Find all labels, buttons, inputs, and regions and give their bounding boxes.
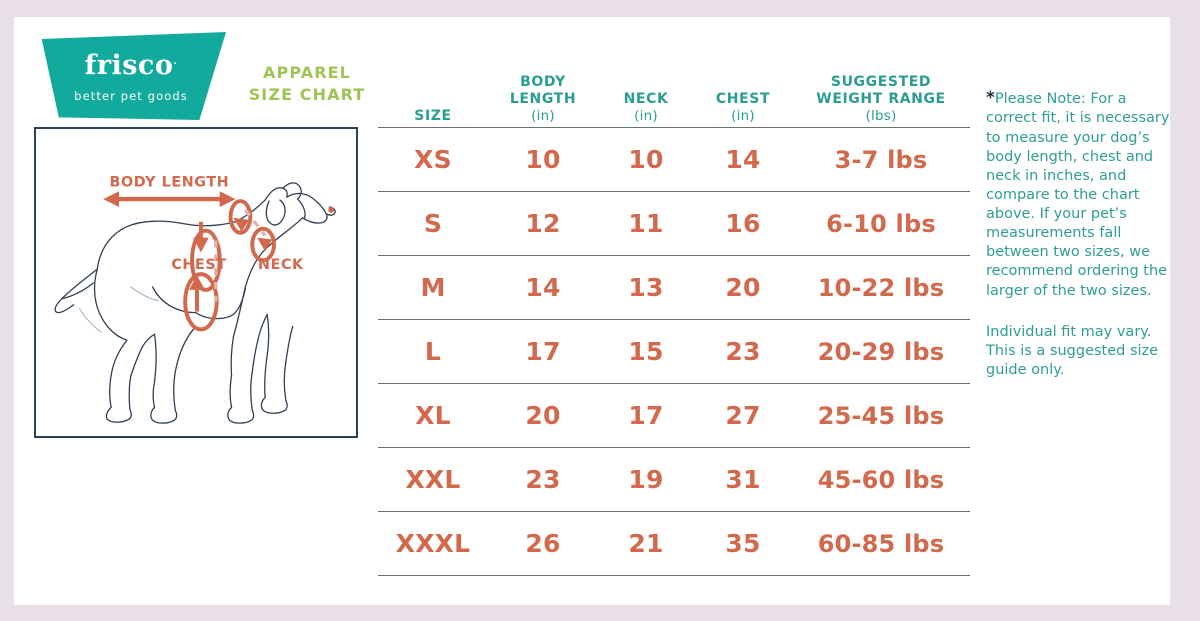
cell-body-length: 17 xyxy=(525,337,561,366)
cell-neck: 21 xyxy=(628,529,664,558)
table-row: XXL 23 19 31 45-60 lbs xyxy=(378,447,970,511)
logo-wordmark: frisco. xyxy=(36,52,226,79)
cell-weight: 25-45 lbs xyxy=(817,401,945,430)
please-note-block: *Please Note: For a correct fit, it is n… xyxy=(986,87,1176,380)
table-header-row: SIZE BODY LENGTH (in) NECK (in) CHEST (i… xyxy=(378,55,970,127)
table-row: M 14 13 20 10-22 lbs xyxy=(378,255,970,319)
cell-neck: 15 xyxy=(628,337,664,366)
cell-chest: 16 xyxy=(725,209,761,238)
logo-tagline: better pet goods xyxy=(74,89,188,103)
column-header-neck-label: NECK xyxy=(623,90,669,107)
chest-label: CHEST xyxy=(171,257,226,273)
cell-neck: 19 xyxy=(628,465,664,494)
page-title: APPAREL SIZE CHART xyxy=(232,62,382,105)
dog-nose-icon xyxy=(328,206,335,213)
cell-weight: 20-29 lbs xyxy=(817,337,945,366)
body-length-arrow-left-head xyxy=(103,191,120,207)
neck-dashed-guide xyxy=(243,208,267,237)
dog-diagram-svg: BODY LENGTH CHEST NECK xyxy=(54,174,336,424)
cell-chest: 14 xyxy=(725,145,761,174)
chart-canvas: frisco. better pet goods APPAREL SIZE CH… xyxy=(14,17,1170,605)
cell-chest: 27 xyxy=(725,401,761,430)
cell-neck: 17 xyxy=(628,401,664,430)
table-row: S 12 11 16 6-10 lbs xyxy=(378,191,970,255)
column-header-chest-label: CHEST xyxy=(715,90,771,107)
cell-size: XS xyxy=(414,145,452,174)
cell-body-length: 12 xyxy=(525,209,561,238)
neck-measure-loop-lower xyxy=(250,226,276,263)
cell-size: M xyxy=(420,273,446,302)
cell-weight: 60-85 lbs xyxy=(817,529,945,558)
column-header-size-label: SIZE xyxy=(414,108,452,125)
cell-body-length: 23 xyxy=(525,465,561,494)
logo-registered-mark: . xyxy=(173,56,178,67)
table-row: L 17 15 23 20-29 lbs xyxy=(378,319,970,383)
cell-neck: 11 xyxy=(628,209,664,238)
cell-size: XXL xyxy=(405,465,461,494)
note-paragraph-1: *Please Note: For a correct fit, it is n… xyxy=(986,87,1176,301)
body-length-arrow-right-head xyxy=(219,191,236,207)
table-row: XL 20 17 27 25-45 lbs xyxy=(378,383,970,447)
column-header-body-length-line1: BODY xyxy=(520,74,566,91)
cell-body-length: 10 xyxy=(525,145,561,174)
column-header-chest-unit: (in) xyxy=(731,108,755,125)
cell-weight: 10-22 lbs xyxy=(817,273,945,302)
neck-measure-loop-upper xyxy=(228,199,253,235)
cell-neck: 13 xyxy=(628,273,664,302)
neck-label: NECK xyxy=(258,257,304,273)
note-paragraph-2: Individual fit may vary. This is a sugge… xyxy=(986,323,1159,378)
column-header-neck: NECK (in) xyxy=(598,91,694,127)
column-header-weight-line2: WEIGHT RANGE xyxy=(816,90,946,107)
chest-arrow-down-head xyxy=(193,237,209,253)
page-title-line2: SIZE CHART xyxy=(248,84,366,104)
page-title-line1: APPAREL xyxy=(263,63,351,82)
table-body: XS 10 10 14 3-7 lbs S 12 11 16 6-10 lbs M 14 13 20 10-… xyxy=(378,127,970,576)
cell-size: L xyxy=(424,337,442,366)
cell-size: XL xyxy=(415,401,451,430)
cell-body-length: 20 xyxy=(525,401,561,430)
column-header-body-length-unit: (in) xyxy=(531,108,555,125)
cell-body-length: 26 xyxy=(525,529,561,558)
cell-chest: 35 xyxy=(725,529,761,558)
logo-badge-shape xyxy=(41,32,226,120)
cell-weight: 6-10 lbs xyxy=(826,209,936,238)
frisco-logo: frisco. better pet goods xyxy=(36,32,226,120)
column-header-chest: CHEST (in) xyxy=(694,91,792,127)
note-asterisk: * xyxy=(986,88,995,108)
note-spacer xyxy=(986,301,1176,323)
chest-arrow-up-head xyxy=(189,275,205,290)
logo-name: frisco xyxy=(84,50,174,81)
column-header-size: SIZE xyxy=(378,108,488,127)
column-header-body-length: BODY LENGTH (in) xyxy=(488,74,598,127)
cell-chest: 31 xyxy=(725,465,761,494)
column-header-weight-line1: SUGGESTED xyxy=(830,74,932,91)
column-header-weight-range: SUGGESTED WEIGHT RANGE (lbs) xyxy=(792,74,970,127)
note-paragraph-1-text: Please Note: For a correct fit, it is ne… xyxy=(986,91,1170,299)
chest-measure-loop-lower xyxy=(183,272,219,332)
column-header-neck-unit: (in) xyxy=(634,108,658,125)
chest-measure-loop xyxy=(190,228,222,292)
table-row: XXXL 26 21 35 60-85 lbs xyxy=(378,511,970,576)
cell-chest: 20 xyxy=(725,273,761,302)
neck-arrow-down-head xyxy=(233,217,250,232)
cell-chest: 23 xyxy=(725,337,761,366)
neck-arrow-head xyxy=(257,237,273,252)
column-header-body-length-line2: LENGTH xyxy=(509,90,577,107)
cell-weight: 45-60 lbs xyxy=(817,465,945,494)
column-header-weight-unit: (lbs) xyxy=(865,108,897,125)
dog-measurement-diagram: BODY LENGTH CHEST NECK xyxy=(34,127,358,438)
cell-body-length: 14 xyxy=(525,273,561,302)
size-chart-table: SIZE BODY LENGTH (in) NECK (in) CHEST (i… xyxy=(378,55,970,576)
cell-weight: 3-7 lbs xyxy=(834,145,928,174)
table-row: XS 10 10 14 3-7 lbs xyxy=(378,127,970,191)
cell-size: XXXL xyxy=(395,529,471,558)
body-length-label: BODY LENGTH xyxy=(109,174,229,190)
cell-size: S xyxy=(423,209,443,238)
cell-neck: 10 xyxy=(628,145,664,174)
